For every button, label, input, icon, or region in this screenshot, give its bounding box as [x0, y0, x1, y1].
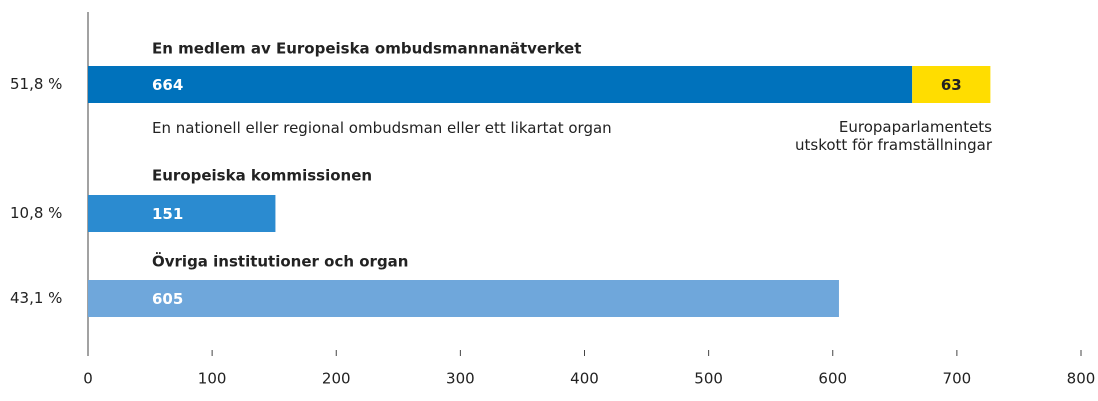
x-tick-label: 600: [818, 370, 847, 388]
series-label: Europaparlamentets utskott för framställ…: [795, 118, 992, 154]
x-tick-label: 800: [1067, 370, 1096, 388]
series-label: En nationell eller regional ombudsman el…: [152, 119, 612, 137]
x-tick-label: 500: [694, 370, 723, 388]
category-label: En medlem av Europeiska ombudsmannanätve…: [152, 40, 581, 58]
category-label: Övriga institutioner och organ: [152, 252, 409, 271]
share-label: 43,1 %: [10, 289, 62, 307]
x-tick-label: 400: [570, 370, 599, 388]
x-tick-label: 100: [198, 370, 227, 388]
value-label: 605: [152, 290, 183, 308]
bar-segment: [88, 195, 276, 232]
value-label: 63: [941, 76, 962, 94]
bar-segment: [88, 66, 913, 103]
bar-segment: [88, 280, 839, 317]
x-tick-label: 300: [446, 370, 475, 388]
value-label: 151: [152, 205, 183, 223]
bar-segment: [912, 66, 991, 103]
share-label: 10,8 %: [10, 204, 62, 222]
x-tick-label: 700: [943, 370, 972, 388]
share-label: 51,8 %: [10, 75, 62, 93]
x-tick-label: 0: [83, 370, 93, 388]
category-label: Europeiska kommissionen: [152, 167, 372, 185]
x-tick-label: 200: [322, 370, 351, 388]
value-label: 664: [152, 76, 183, 94]
